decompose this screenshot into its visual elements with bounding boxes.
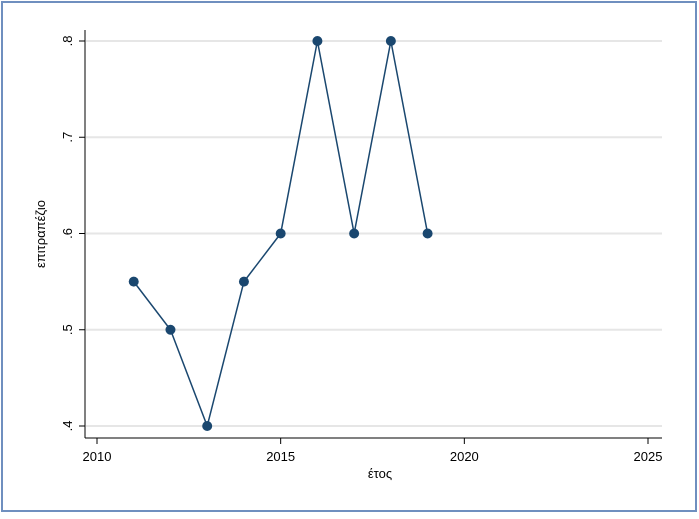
data-point [312,36,323,46]
y-tick-label: .6 [60,228,75,239]
y-axis-title: επιτραπέζιο [33,200,48,268]
data-point [385,36,396,46]
data-point [165,324,176,335]
data-point [422,228,433,239]
data-point [128,276,139,287]
data-point [238,276,249,287]
x-tick-label: 2025 [634,449,663,464]
x-axis-title: έτος [368,466,392,481]
y-tick-label: .7 [60,132,75,143]
y-tick-label: .8 [60,36,75,47]
y-tick-label: .5 [60,324,75,335]
data-point [275,228,286,239]
x-tick-label: 2020 [450,449,479,464]
x-tick-label: 2010 [83,449,112,464]
y-tick-label: .4 [60,421,75,432]
x-tick-label: 2015 [266,449,295,464]
data-point [349,228,360,239]
data-point [202,421,213,431]
